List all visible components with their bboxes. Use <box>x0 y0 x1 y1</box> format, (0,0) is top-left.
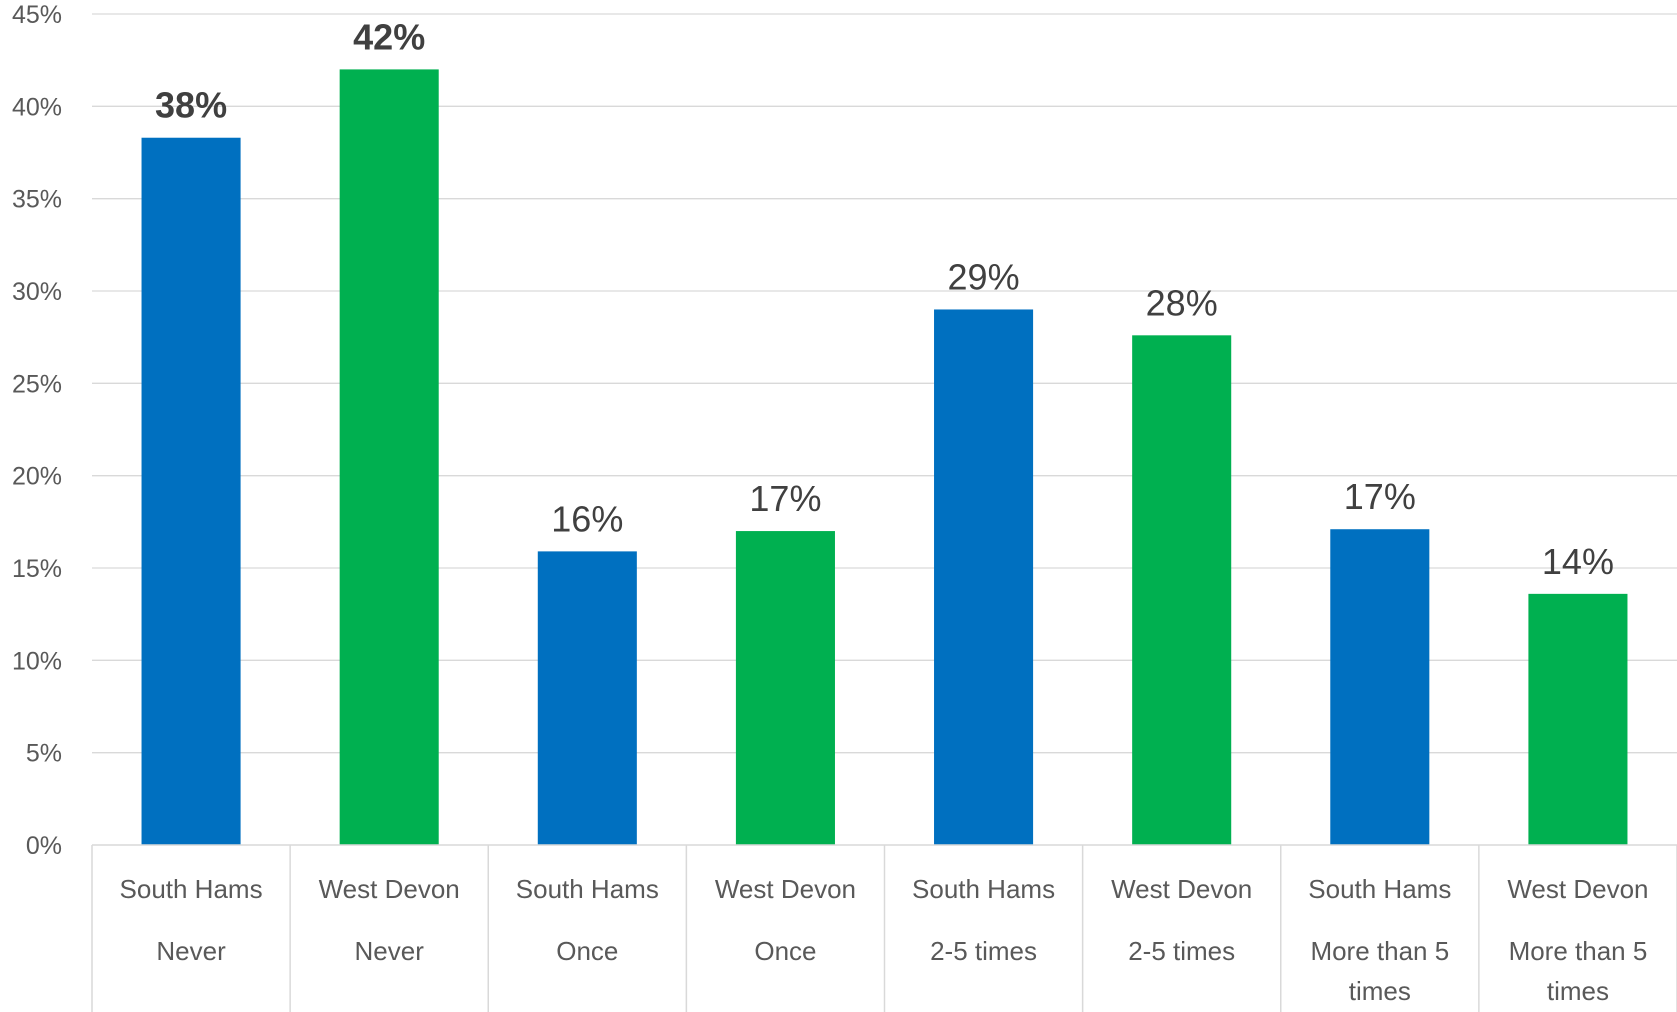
y-tick-label: 10% <box>12 647 62 675</box>
bar <box>1330 529 1430 845</box>
bar <box>339 69 439 845</box>
bar <box>934 309 1034 845</box>
category-label-group: Never <box>355 936 425 966</box>
category-label-region: West Devon <box>715 874 856 904</box>
data-label: 42% <box>353 16 425 57</box>
category-label-region: South Hams <box>912 874 1055 904</box>
category-label-group: Never <box>156 936 226 966</box>
y-tick-label: 45% <box>12 1 62 29</box>
category-label-group: times <box>1349 976 1411 1006</box>
category-axis: South Hams Never West Devon Never South Hams… <box>91 844 1677 1012</box>
bar <box>141 137 241 845</box>
data-label: 38% <box>155 85 227 126</box>
y-tick-label: 15% <box>12 555 62 583</box>
category-label-group: Once <box>754 936 816 966</box>
y-axis-tick-labels: 0% 5% 10% 15% 20% 25% 30% 35% 40% 45% <box>12 1 62 860</box>
data-labels: 38% 42% 16% 17% 29% 28% 17% 14% <box>155 16 1614 581</box>
bar <box>537 551 637 845</box>
category-label-region: South Hams <box>516 874 659 904</box>
y-tick-label: 35% <box>12 186 62 214</box>
category-label-group: Once <box>556 936 618 966</box>
category-label-region: West Devon <box>1111 874 1252 904</box>
data-label: 16% <box>551 498 623 539</box>
category-label-region: South Hams <box>120 874 263 904</box>
y-tick-label: 40% <box>12 93 62 121</box>
bar <box>1132 335 1232 845</box>
y-tick-label: 20% <box>12 463 62 491</box>
category-label-group: 2-5 times <box>1128 936 1235 966</box>
bars <box>141 69 1628 845</box>
y-tick-label: 5% <box>26 740 62 768</box>
gridlines <box>92 13 1677 754</box>
bar <box>735 531 835 845</box>
data-label: 17% <box>749 478 821 519</box>
y-tick-label: 25% <box>12 370 62 398</box>
data-label: 29% <box>948 256 1020 297</box>
y-tick-label: 0% <box>26 832 62 860</box>
bar <box>1528 593 1628 845</box>
data-label: 17% <box>1344 476 1416 517</box>
category-label-region: South Hams <box>1308 874 1451 904</box>
category-label-region: West Devon <box>1507 874 1648 904</box>
category-label-group: 2-5 times <box>930 936 1037 966</box>
category-label-group: More than 5 <box>1310 936 1449 966</box>
data-label: 14% <box>1542 541 1614 582</box>
category-label-region: West Devon <box>319 874 460 904</box>
y-tick-label: 30% <box>12 278 62 306</box>
category-label-group: More than 5 <box>1509 936 1648 966</box>
data-label: 28% <box>1146 282 1218 323</box>
category-label-group: times <box>1547 976 1609 1006</box>
